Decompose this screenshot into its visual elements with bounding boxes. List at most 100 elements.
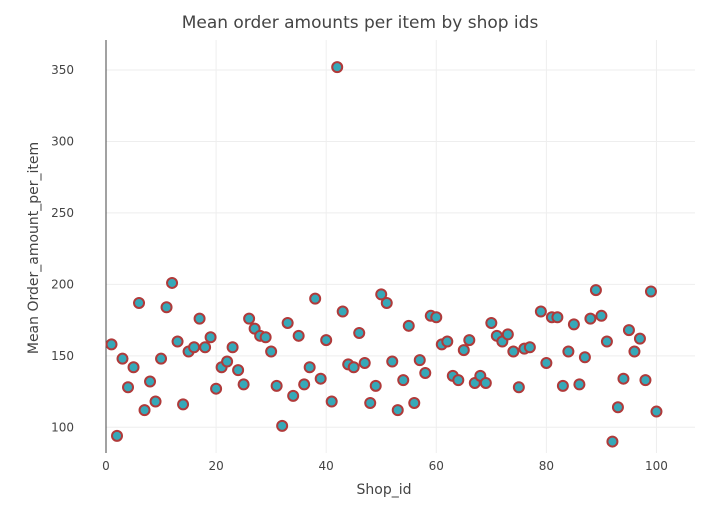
data-point [628, 345, 641, 358]
data-point [116, 352, 129, 365]
data-point [204, 331, 217, 344]
data-point [122, 381, 135, 394]
data-point [331, 61, 344, 74]
data-point [347, 361, 360, 374]
data-point [375, 288, 388, 301]
data-point [463, 334, 476, 347]
data-point [243, 312, 256, 325]
data-point [485, 316, 498, 329]
data-point [622, 324, 635, 337]
data-point [567, 318, 580, 331]
data-point [105, 338, 118, 351]
data-point [160, 301, 173, 314]
axis-layer: 100 150 200 250 300 350 0 20 40 60 80 100 [51, 40, 668, 473]
data-point [573, 378, 586, 391]
data-point [166, 276, 179, 289]
data-point [562, 345, 575, 358]
data-point [171, 335, 184, 348]
data-point [177, 398, 190, 411]
data-point [138, 404, 151, 417]
data-point [430, 311, 443, 324]
data-point [595, 309, 608, 322]
y-tick-label: 350 [51, 63, 74, 77]
y-axis-label: Mean Order_amount_per_item [26, 142, 42, 354]
data-point [534, 305, 547, 318]
data-point [144, 375, 157, 388]
data-point [479, 376, 492, 389]
x-tick-label: 80 [539, 459, 554, 473]
data-point [270, 379, 283, 392]
data-point [606, 435, 619, 448]
data-point [133, 296, 146, 309]
x-tick-label: 100 [645, 459, 668, 473]
y-tick-label: 300 [51, 134, 74, 148]
data-point [353, 326, 366, 339]
data-point [210, 382, 223, 395]
data-point [287, 389, 300, 402]
grid-layer [106, 40, 695, 453]
x-tick-label: 0 [102, 459, 110, 473]
y-tick-label: 200 [51, 277, 74, 291]
data-point [188, 341, 201, 354]
data-point [325, 395, 338, 408]
data-point [199, 341, 212, 354]
chart-title: Mean order amounts per item by shop ids [182, 13, 539, 33]
data-point [540, 356, 553, 369]
data-point [523, 341, 536, 354]
data-point [292, 329, 305, 342]
data-point [551, 311, 564, 324]
data-point [232, 364, 245, 377]
data-point [386, 355, 399, 368]
data-point [644, 285, 657, 298]
data-point [402, 319, 415, 332]
data-point [600, 335, 613, 348]
x-tick-label: 40 [319, 459, 334, 473]
data-point [221, 355, 234, 368]
data-point [364, 396, 377, 409]
y-tick-label: 250 [51, 206, 74, 220]
data-point [298, 378, 311, 391]
data-point [281, 316, 294, 329]
x-axis-label: Shop_id [357, 482, 412, 498]
data-point [413, 354, 426, 367]
data-point [397, 374, 410, 387]
data-point [336, 305, 349, 318]
data-point [127, 361, 140, 374]
data-point [589, 284, 602, 297]
data-point [419, 366, 432, 379]
data-point [237, 378, 250, 391]
data-point [391, 404, 404, 417]
x-tick-label: 20 [208, 459, 223, 473]
data-point [441, 335, 454, 348]
data-point [584, 312, 597, 325]
data-point [501, 328, 514, 341]
data-point [380, 296, 393, 309]
data-point [193, 312, 206, 325]
data-point [633, 332, 646, 345]
data-point [111, 429, 124, 442]
data-point [556, 379, 569, 392]
data-point [259, 331, 272, 344]
data-point [276, 419, 289, 432]
data-point [650, 405, 663, 418]
data-point [507, 345, 520, 358]
y-tick-label: 100 [51, 420, 74, 434]
data-point [226, 341, 239, 354]
data-point [314, 372, 327, 385]
data-point [320, 334, 333, 347]
y-tick-label: 150 [51, 349, 74, 363]
data-point [457, 344, 470, 357]
data-point [617, 372, 630, 385]
points-layer [105, 61, 663, 448]
data-point [452, 374, 465, 387]
data-point [639, 374, 652, 387]
data-point [358, 356, 371, 369]
data-point [611, 401, 624, 414]
data-point [303, 361, 316, 374]
data-point [369, 379, 382, 392]
data-point [408, 396, 421, 409]
data-point [155, 352, 168, 365]
data-point [578, 351, 591, 364]
